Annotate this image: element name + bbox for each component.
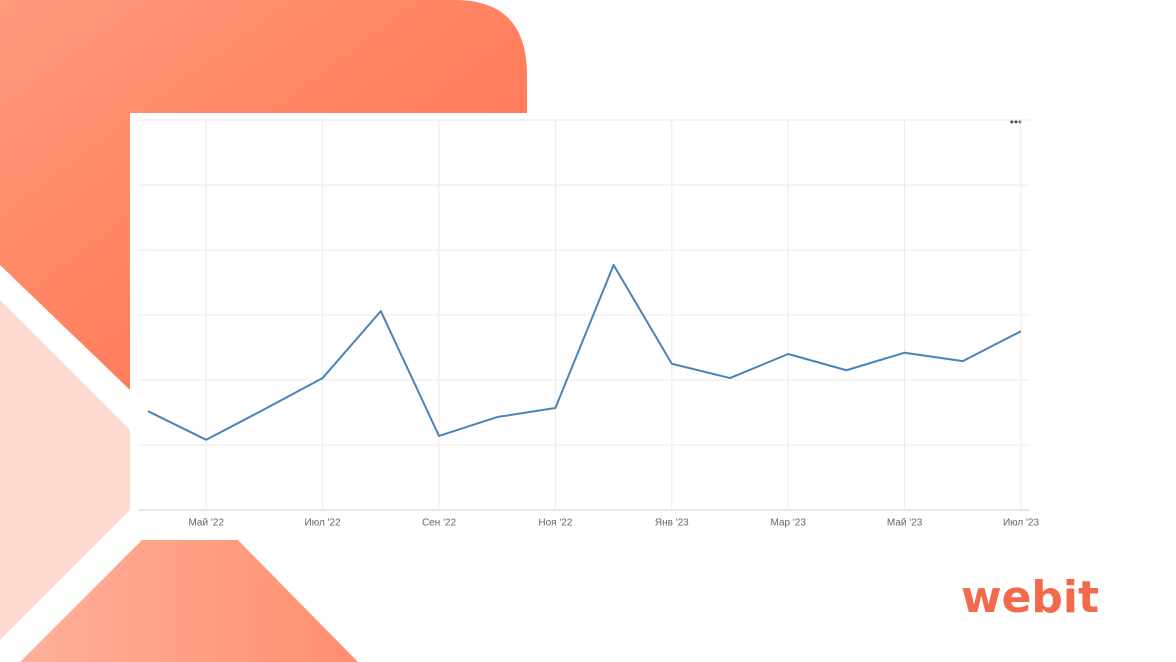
- x-tick-label: Июл '23: [1003, 518, 1040, 529]
- chart-panel: [130, 113, 1035, 540]
- x-tick-label: Ноя '22: [538, 518, 572, 529]
- brand-logo: webit: [961, 572, 1099, 623]
- x-tick-label: Янв '23: [655, 518, 689, 529]
- decor-shape: [0, 0, 527, 390]
- plot: Май '22 Июл '22 Сен '22 Ноя '22 Янв '23 Мар '…: [138, 119, 1040, 529]
- menu-icon[interactable]: •••: [1010, 115, 1023, 129]
- x-tick-label: Сен '22: [422, 518, 457, 529]
- decor-shape: [0, 300, 130, 640]
- x-tick-label: Май '23: [887, 518, 923, 529]
- data-line: [147, 263, 1022, 441]
- x-tick-label: Мар '23: [771, 518, 807, 529]
- x-tick-label: Май '22: [188, 518, 224, 529]
- x-tick-label: Июл '22: [305, 518, 342, 529]
- decor-shape: [20, 532, 358, 662]
